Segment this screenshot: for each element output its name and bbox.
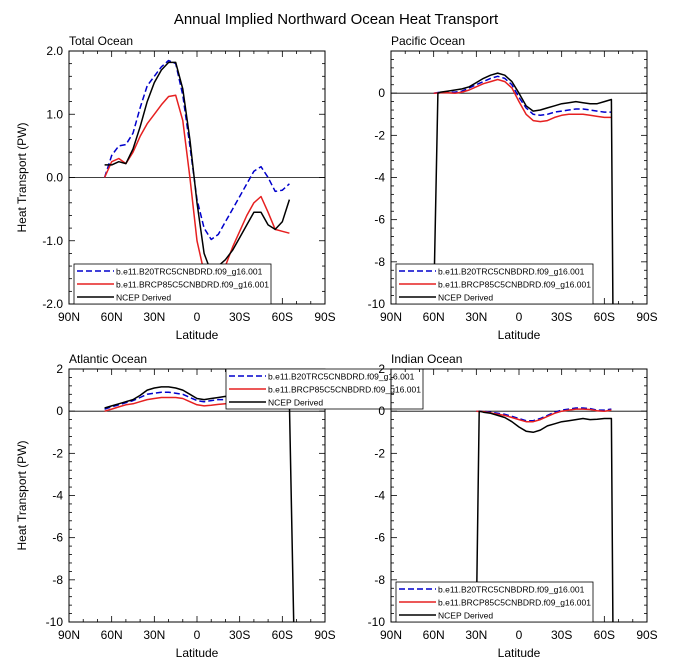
y-tick-label: -8 [374,573,385,587]
x-tick-label: 90S [314,628,335,642]
y-tick-label: -2 [52,446,63,460]
legend-label-1: b.e11.B20TRC5CNBDRD.f09_g16.001 [116,267,263,277]
legend-label-3: NCEP Derived [438,611,493,621]
series-line-2 [476,408,612,423]
y-tick-label: -6 [374,531,385,545]
x-tick-label: 30S [229,628,250,642]
x-tick-label: 60N [101,628,123,642]
legend-label-3: NCEP Derived [116,293,171,303]
y-tick-label: -10 [46,615,64,629]
x-tick-label: 30S [551,310,572,324]
x-tick-label: 30N [465,310,487,324]
legend-label-1: b.e11.B20TRC5CNBDRD.f09_g16.001 [268,372,415,382]
y-tick-label: -8 [52,573,63,587]
y-tick-label: -4 [52,489,63,503]
y-tick-label: 0.0 [46,171,63,185]
legend-label-2: b.e11.BRCP85C5CNBDRD.f09_g16.001 [438,280,591,290]
y-tick-label: -6 [52,531,63,545]
legend: b.e11.B20TRC5CNBDRD.f09_g16.001 b.e11.BRC… [73,263,272,305]
legend-label-3: NCEP Derived [268,398,323,408]
y-tick-label: -1.0 [42,234,63,248]
y-tick-label: -2 [374,446,385,460]
y-tick-label: 2 [56,362,63,376]
legend-label-2: b.e11.BRCP85C5CNBDRD.f09_g16.001 [268,385,421,395]
series-line-2 [103,94,290,289]
y-tick-label: -8 [374,255,385,269]
x-axis-label: Latitude [498,328,541,342]
x-axis-label: Latitude [176,646,219,660]
panel-indian-ocean: Indian Ocean 90N 60N 30N 0 30S 60S 90S 2 0 -2 -4 -6 -… [368,352,658,660]
legend: b.e11.B20TRC5CNBDRD.f09_g16.001 b.e11.BRC… [395,581,594,623]
x-tick-label: 60S [272,628,293,642]
y-tick-label: -10 [368,615,386,629]
x-tick-label: 0 [516,628,523,642]
x-tick-label: 90S [636,310,657,324]
series-line-3 [475,410,614,623]
y-tick-label: 0 [56,404,63,418]
legend-label-1: b.e11.B20TRC5CNBDRD.f09_g16.001 [438,267,585,277]
series-line-3 [104,61,291,274]
y-tick-label: -10 [368,297,386,311]
x-tick-label: 30N [143,628,165,642]
x-tick-label: 90N [58,310,80,324]
x-tick-label: 30S [229,310,250,324]
series-line-1 [433,75,612,117]
legend-label-2: b.e11.BRCP85C5CNBDRD.f09_g16.001 [438,598,591,608]
y-axis-label: Heat Transport (PW) [15,440,29,550]
x-tick-label: 90N [380,310,402,324]
x-tick-label: 90S [636,628,657,642]
panel-total-ocean: Total Ocean 90N 60N 30N 0 30S 60S 90S 2.0 1.0 0.0 -… [15,34,336,342]
x-axis-label: Latitude [176,328,219,342]
x-tick-label: 60N [423,628,445,642]
y-tick-label: 0 [378,86,385,100]
x-axis-label: Latitude [498,646,541,660]
x-tick-label: 60S [594,628,615,642]
figure-title: Annual Implied Northward Ocean Heat Tran… [174,11,499,28]
y-axis-label: Heat Transport (PW) [15,122,29,232]
x-tick-label: 30S [551,628,572,642]
y-tick-label: 2.0 [46,44,63,58]
panel-title: Pacific Ocean [391,34,465,48]
x-tick-label: 90N [380,628,402,642]
y-tick-label: -4 [374,489,385,503]
legend: b.e11.B20TRC5CNBDRD.f09_g16.001 b.e11.BRC… [395,263,594,305]
y-tick-label: -2.0 [42,297,63,311]
y-tick-label: -4 [374,171,385,185]
panel-title: Atlantic Ocean [69,352,147,366]
panel-title: Total Ocean [69,34,133,48]
x-tick-label: 90S [314,310,335,324]
legend: b.e11.B20TRC5CNBDRD.f09_g16.001 b.e11.BRC… [225,368,424,410]
series-line-3 [104,386,295,623]
x-tick-label: 60S [594,310,615,324]
x-tick-label: 0 [194,628,201,642]
legend-label-3: NCEP Derived [438,293,493,303]
x-tick-label: 30N [143,310,165,324]
y-tick-label: 2 [378,362,385,376]
x-tick-label: 30N [465,628,487,642]
x-tick-label: 90N [58,628,80,642]
legend-label-1: b.e11.B20TRC5CNBDRD.f09_g16.001 [438,585,585,595]
series-line-3 [432,72,614,305]
x-tick-label: 60N [423,310,445,324]
series-line-2 [433,78,612,123]
panel-pacific-ocean: Pacific Ocean 90N 60N 30N 0 30S 60S 90S 0 -2 -4 -6 -… [368,34,658,342]
y-tick-label: 1.0 [46,107,63,121]
series-line-1 [476,407,612,422]
y-tick-label: -2 [374,128,385,142]
y-tick-label: 0 [378,404,385,418]
x-tick-label: 60N [101,310,123,324]
panel-title: Indian Ocean [391,352,462,366]
panel-atlantic-ocean: Atlantic Ocean 90N 60N 30N 0 30S 60S 90S 2 0 -2 -4 -… [15,352,424,660]
x-tick-label: 0 [194,310,201,324]
x-tick-label: 0 [516,310,523,324]
y-tick-label: -6 [374,213,385,227]
x-tick-label: 60S [272,310,293,324]
legend-label-2: b.e11.BRCP85C5CNBDRD.f09_g16.001 [116,280,269,290]
